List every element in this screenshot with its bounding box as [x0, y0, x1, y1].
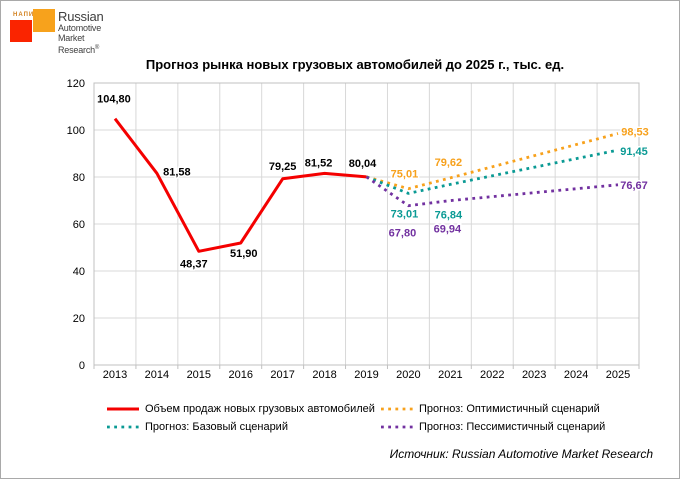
x-axis-tick-label: 2019	[354, 369, 378, 381]
legend-item-0: Объем продаж новых грузовых автомобилей	[105, 403, 379, 415]
axis-labels: 0 20 40 60 80 100 120 2013 2014 2015 2016 2017 2018 2…	[67, 79, 631, 381]
gridlines	[94, 82, 639, 366]
legend-label: Прогноз: Пессимистичный сценарий	[419, 420, 606, 433]
series-line-0	[113, 117, 367, 253]
x-axis-tick-label: 2020	[396, 369, 420, 381]
data-label: 69,94	[434, 224, 462, 236]
logo-line: Market	[58, 33, 85, 43]
data-label: 81,58	[163, 166, 191, 178]
logo-text: Russian Automotive Market Research®	[58, 9, 104, 55]
data-labels: 104,80 81,58 48,37 51,90 79,25 81,52 80,04 75,0…	[96, 92, 651, 272]
y-axis-tick-label: 40	[73, 266, 85, 278]
data-label: 75,01	[391, 169, 419, 181]
y-axis-tick-label: 80	[73, 172, 85, 184]
y-axis-tick-label: 0	[79, 360, 85, 372]
data-label: 81,52	[305, 157, 333, 169]
source-caption: Источник: Russian Automotive Market Rese…	[389, 447, 653, 461]
legend-marker-icon	[107, 407, 139, 410]
y-axis-tick-label: 60	[73, 219, 85, 231]
x-axis-tick-label: 2024	[564, 369, 588, 381]
x-axis-tick-label: 2016	[228, 369, 252, 381]
napi-label: НАПИ	[13, 12, 35, 18]
x-axis-tick-label: 2022	[480, 369, 504, 381]
data-label: 91,45	[620, 146, 648, 158]
y-axis-tick-label: 20	[73, 313, 85, 325]
legend-item-3: Прогноз: Пессимистичный сценарий	[379, 421, 605, 433]
registered-mark: ®	[94, 45, 100, 51]
x-axis-tick-label: 2017	[270, 369, 294, 381]
data-label: 98,53	[621, 126, 649, 138]
x-axis-tick-label: 2023	[522, 369, 546, 381]
data-label: 80,04	[349, 158, 377, 170]
series-line-2	[365, 148, 619, 195]
legend-item-2: Прогноз: Базовый сценарий	[105, 421, 379, 433]
chart-legend: Объем продаж новых грузовых автомобилей П…	[105, 400, 605, 435]
data-label: 76,84	[435, 209, 463, 221]
logo-line: Automotive	[58, 23, 102, 33]
logo-orange-square-icon	[33, 9, 55, 32]
series-line-3	[365, 175, 619, 208]
x-axis-tick-label: 2021	[438, 369, 462, 381]
logo-red-square-icon	[10, 20, 32, 42]
legend-label: Прогноз: Оптимистичный сценарий	[419, 402, 600, 415]
data-label: 48,37	[180, 258, 208, 270]
company-logo: НАПИ Russian Automotive Market Research®	[1, 1, 151, 63]
y-axis-tick-label: 100	[67, 125, 85, 137]
data-label: 76,67	[620, 180, 648, 192]
data-label: 51,90	[230, 248, 258, 260]
data-label: 67,80	[389, 228, 417, 240]
chart-plot: 0 20 40 60 80 100 120 2013 2014 2015 2016 2017 2018 2…	[67, 79, 651, 381]
y-axis-tick-label: 120	[67, 79, 85, 90]
x-axis-tick-label: 2025	[606, 369, 630, 381]
legend-marker-icon	[381, 407, 413, 410]
x-axis-tick-label: 2013	[103, 369, 127, 381]
data-label: 79,25	[269, 161, 297, 173]
x-axis-tick-label: 2014	[145, 369, 169, 381]
data-label: 73,01	[391, 208, 419, 220]
x-axis-tick-label: 2018	[312, 369, 336, 381]
data-label: 104,80	[97, 94, 131, 106]
legend-label: Прогноз: Базовый сценарий	[145, 420, 288, 433]
x-axis-tick-label: 2015	[187, 369, 211, 381]
logo-line: Research	[58, 45, 95, 55]
data-label: 79,62	[435, 157, 463, 169]
legend-marker-icon	[107, 425, 139, 428]
legend-label: Объем продаж новых грузовых автомобилей	[145, 402, 375, 415]
series-line-1	[366, 132, 619, 191]
logo-line: Russian	[58, 9, 104, 24]
legend-item-1: Прогноз: Оптимистичный сценарий	[379, 403, 605, 415]
chart-title: Прогноз рынка новых грузовых автомобилей…	[145, 57, 565, 72]
legend-marker-icon	[381, 425, 413, 428]
plot-border	[93, 82, 640, 366]
